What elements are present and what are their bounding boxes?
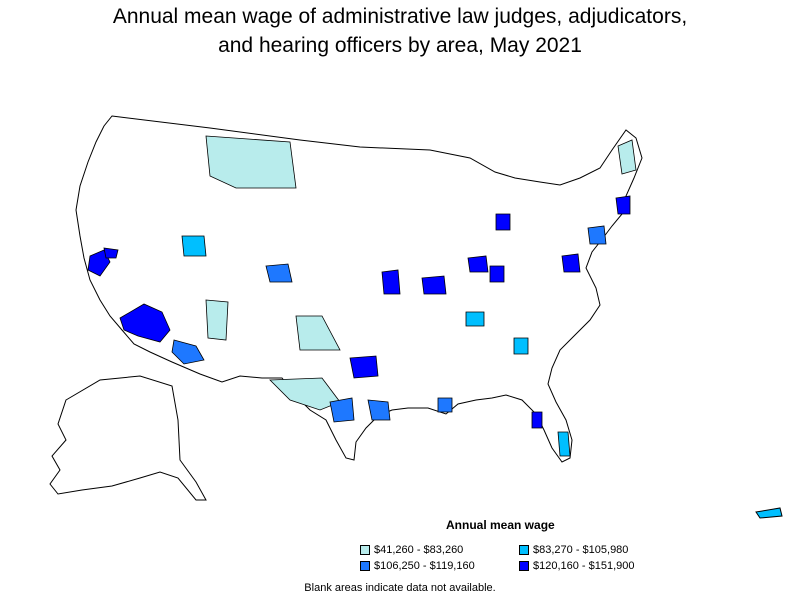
area-detroit [495, 213, 511, 231]
legend-swatch-3 [360, 561, 370, 571]
map-title: Annual mean wage of administrative law j… [0, 2, 800, 60]
map-title-line-1: Annual mean wage of administrative law j… [112, 5, 688, 28]
area-atlanta [513, 337, 529, 355]
legend-label-2: $83,270 - $105,980 [533, 544, 629, 556]
area-boston [615, 195, 631, 215]
area-oklahoma [295, 315, 341, 351]
area-new-york [587, 225, 607, 245]
legend-item-3: $106,250 - $119,160 [360, 560, 475, 572]
legend-swatch-2 [519, 545, 529, 555]
legend-label-3: $106,250 - $119,160 [374, 560, 475, 572]
area-st-louis [421, 275, 447, 295]
area-highlights [87, 135, 637, 457]
legend-swatch-4 [519, 561, 529, 571]
legend-item-1: $41,260 - $83,260 [360, 544, 463, 556]
area-indianapolis [489, 265, 505, 283]
area-new-orleans [437, 397, 453, 413]
legend-item-4: $120,160 - $151,900 [519, 560, 635, 572]
area-washington-dc [561, 253, 581, 273]
area-nashville [465, 311, 485, 327]
area-san-francisco [87, 249, 111, 277]
map-title-line-2: and hearing officers by area, May 2021 [218, 34, 582, 57]
area-kansas-city [381, 269, 401, 295]
legend-item-2: $83,270 - $105,980 [519, 544, 628, 556]
area-dallas [349, 355, 379, 379]
area-austin [329, 397, 355, 423]
area-maine [617, 139, 637, 175]
legend-swatch-1 [360, 545, 370, 555]
legend-label-1: $41,260 - $83,260 [374, 544, 464, 556]
area-tucson [171, 339, 205, 365]
area-arizona-phoenix [119, 303, 171, 343]
legend-title: Annual mean wage [446, 518, 555, 532]
contiguous-us-outline [75, 115, 643, 463]
area-denver [265, 263, 293, 283]
footnote: Blank areas indicate data not available. [304, 582, 496, 594]
area-sacramento [103, 247, 119, 259]
legend-label-4: $120,160 - $151,900 [533, 560, 635, 572]
alaska-outline [49, 375, 207, 501]
area-salt-lake [181, 235, 207, 257]
area-west-texas [269, 377, 341, 411]
area-montana [205, 135, 297, 189]
area-tampa [531, 411, 543, 429]
area-miami [557, 431, 571, 457]
area-houston [367, 399, 391, 421]
area-chicago [467, 255, 489, 273]
puerto-rico-outline [755, 507, 783, 519]
area-new-mexico [205, 299, 229, 341]
